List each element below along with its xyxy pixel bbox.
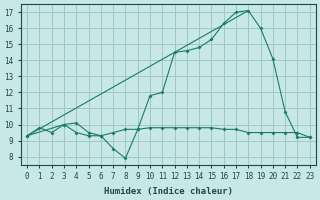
X-axis label: Humidex (Indice chaleur): Humidex (Indice chaleur) [104, 187, 233, 196]
